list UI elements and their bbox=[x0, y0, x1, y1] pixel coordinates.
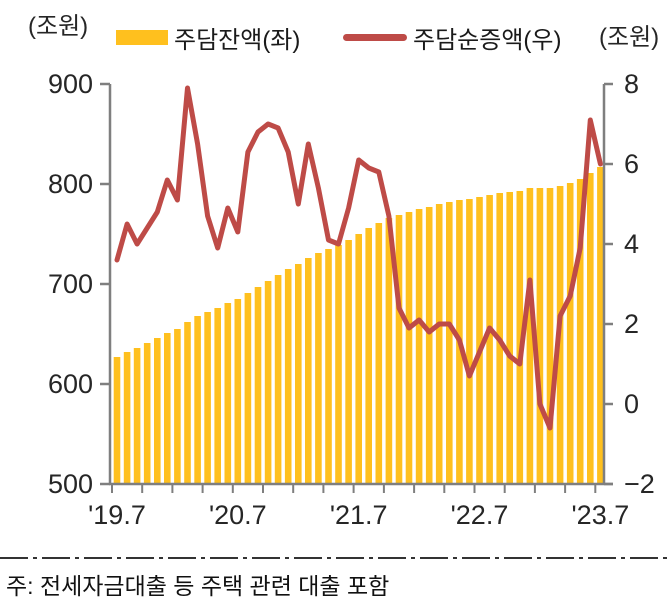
balance-bar bbox=[446, 202, 453, 483]
balance-bar bbox=[597, 167, 604, 483]
x-axis-tick-label: '19.7 bbox=[88, 500, 146, 530]
legend-bar-swatch bbox=[116, 30, 168, 45]
balance-bar bbox=[435, 204, 443, 483]
x-axis-tick-label: '23.7 bbox=[572, 500, 630, 530]
left-axis-tick-label: 900 bbox=[48, 69, 93, 99]
balance-bar bbox=[506, 192, 513, 483]
right-axis-tick-label: 0 bbox=[624, 389, 639, 419]
right-axis-unit-label: (조원) bbox=[599, 24, 660, 51]
balance-bar bbox=[133, 348, 141, 483]
right-axis-tick-label: −2 bbox=[624, 469, 655, 499]
balance-bar bbox=[536, 188, 544, 483]
x-axis-tick-label: '20.7 bbox=[209, 500, 267, 530]
balance-bar bbox=[335, 245, 342, 483]
net-increase-line bbox=[114, 85, 603, 431]
balance-bar bbox=[576, 179, 584, 483]
balance-bar bbox=[214, 308, 221, 483]
balance-bar bbox=[164, 333, 171, 483]
right-axis-tick-label: 4 bbox=[624, 229, 639, 259]
legend-line-swatch bbox=[343, 34, 407, 41]
balance-bar bbox=[476, 197, 483, 483]
balance-bar bbox=[566, 183, 574, 483]
x-axis-tick-label: '22.7 bbox=[451, 500, 509, 530]
footnote: 주: 전세자금대출 등 주택 관련 대출 포함 bbox=[6, 573, 390, 599]
balance-bar bbox=[516, 191, 524, 483]
balance-bar bbox=[325, 249, 332, 483]
balance-bar bbox=[365, 228, 372, 483]
footer-divider bbox=[0, 557, 672, 559]
balance-bar bbox=[204, 312, 211, 483]
right-axis-tick-label: 8 bbox=[624, 69, 639, 99]
balance-bar bbox=[385, 218, 393, 483]
balance-bar bbox=[254, 287, 262, 483]
left-axis-tick-label: 800 bbox=[48, 169, 93, 199]
balance-bar bbox=[224, 303, 232, 483]
plot-area: 900 800 700 600 500 8 6 4 2 0 −2 '19.7 '20.7 '21.7 '22… bbox=[48, 69, 655, 530]
balance-bar bbox=[587, 173, 594, 483]
left-axis-tick-label: 500 bbox=[48, 469, 93, 499]
left-axis-unit-label: (조원) bbox=[28, 13, 89, 40]
balance-bar bbox=[274, 275, 282, 483]
legend-bar-label: 주담잔액(좌) bbox=[174, 27, 301, 54]
balance-bar bbox=[315, 253, 322, 483]
balance-bar bbox=[295, 264, 302, 483]
balance-bar bbox=[113, 357, 121, 483]
balance-bar bbox=[154, 338, 161, 483]
right-axis-tick-label: 2 bbox=[624, 309, 639, 339]
balance-bar bbox=[234, 299, 242, 483]
left-axis-tick-label: 600 bbox=[48, 369, 93, 399]
balance-bar bbox=[395, 215, 403, 483]
balance-bar bbox=[415, 209, 423, 483]
balance-bar bbox=[264, 281, 272, 483]
balance-bar bbox=[123, 352, 131, 483]
balance-bar bbox=[345, 240, 352, 483]
balance-bar bbox=[486, 195, 493, 483]
balance-bar bbox=[174, 329, 181, 483]
balance-bar bbox=[466, 199, 473, 483]
legend-line-label: 주담순증액(우) bbox=[413, 27, 562, 54]
balance-bar bbox=[284, 269, 292, 483]
right-axis-tick-label: 6 bbox=[624, 149, 639, 179]
balance-bar bbox=[375, 223, 383, 483]
balance-bar bbox=[425, 207, 433, 483]
balance-bar bbox=[143, 343, 151, 483]
balance-bar bbox=[184, 322, 191, 483]
left-axis-tick-label: 700 bbox=[48, 269, 93, 299]
balance-bar bbox=[305, 258, 312, 483]
balance-bar bbox=[355, 234, 362, 483]
balance-bar bbox=[194, 316, 201, 483]
balance-bar bbox=[526, 188, 534, 483]
balance-bar bbox=[405, 212, 413, 483]
x-axis-tick-label: '21.7 bbox=[330, 500, 388, 530]
balance-bar bbox=[244, 293, 252, 483]
balance-bar bbox=[546, 188, 554, 483]
